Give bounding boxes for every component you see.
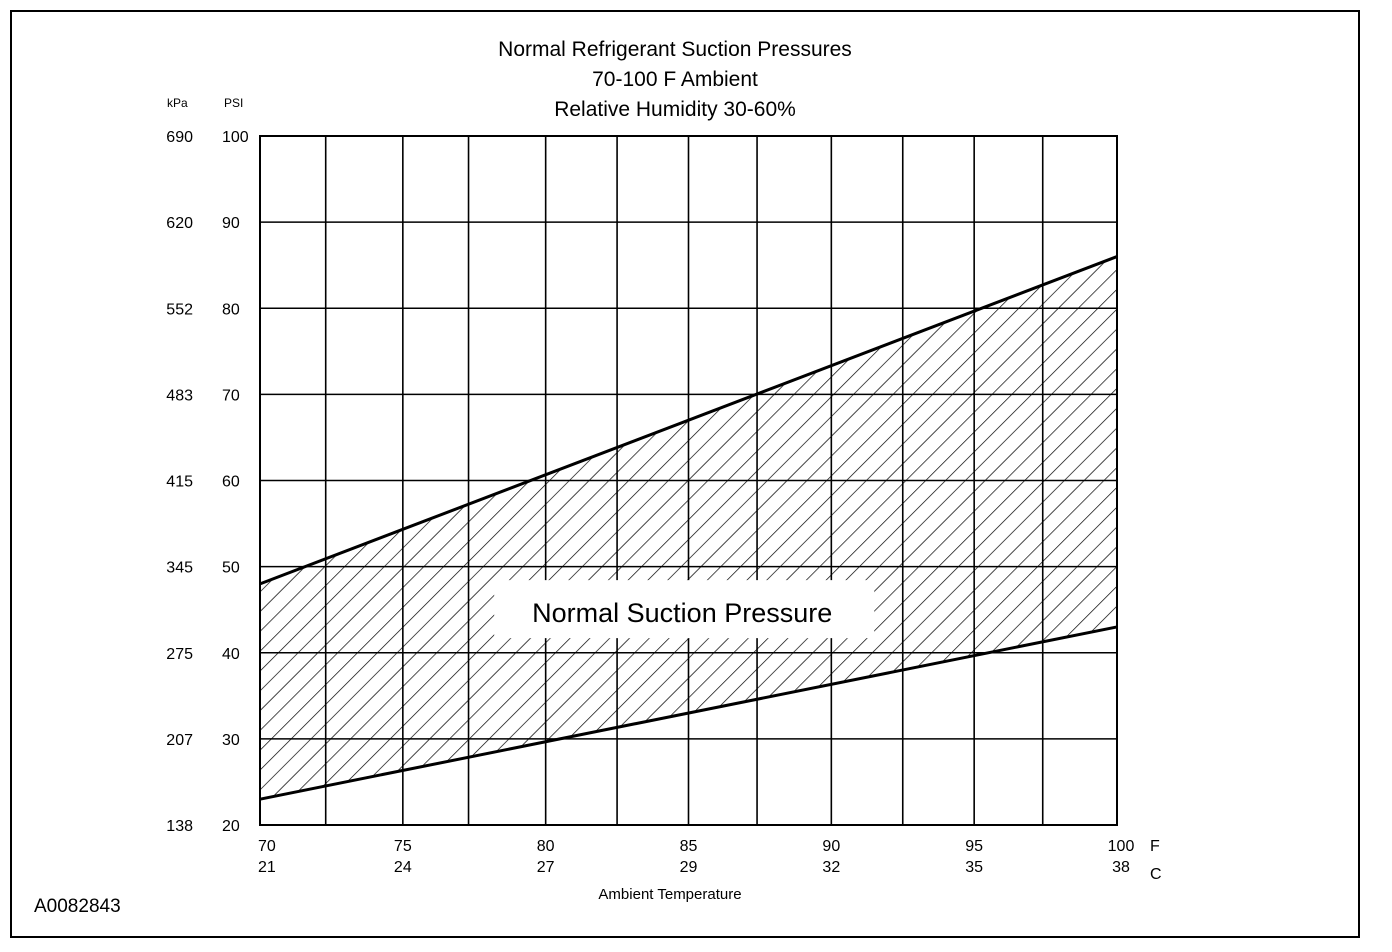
y-unit-kpa: kPa	[167, 96, 188, 110]
x-tick-f: 95	[965, 838, 983, 855]
band-upper-boundary	[259, 255, 1118, 586]
x-tick-c: 38	[1112, 859, 1130, 876]
band-label: Normal Suction Pressure	[532, 598, 832, 628]
y-tick-kpa: 690	[166, 129, 193, 146]
band-label-background	[494, 580, 875, 639]
y-tick-psi: 40	[222, 646, 240, 663]
x-tick-c: 29	[680, 859, 698, 876]
figure-reference-code: A0082843	[34, 896, 121, 917]
x-tick-f: 100	[1108, 838, 1135, 855]
y-tick-kpa: 552	[166, 301, 193, 318]
x-tick-c: 35	[965, 859, 983, 876]
y-tick-kpa: 345	[166, 560, 193, 577]
y-tick-psi: 30	[222, 732, 240, 749]
y-tick-kpa: 620	[166, 215, 193, 232]
x-tick-f: 80	[537, 838, 555, 855]
x-tick-c: 32	[822, 859, 840, 876]
x-unit-c: C	[1150, 866, 1162, 883]
x-tick-f: 75	[394, 838, 412, 855]
y-tick-psi: 70	[222, 387, 240, 404]
x-axis-title: Ambient Temperature	[598, 886, 742, 903]
y-unit-psi: PSI	[224, 96, 243, 110]
chart-title-line-3: Relative Humidity 30-60%	[554, 98, 796, 121]
x-tick-c: 27	[537, 859, 555, 876]
chart-title-line-1: Normal Refrigerant Suction Pressures	[498, 38, 852, 61]
x-tick-f: 70	[258, 838, 276, 855]
x-tick-f: 85	[680, 838, 698, 855]
y-tick-kpa: 275	[166, 646, 193, 663]
band-lower-boundary	[259, 625, 1118, 801]
x-unit-f: F	[1150, 838, 1160, 855]
y-tick-psi: 50	[222, 560, 240, 577]
x-tick-c: 21	[258, 859, 276, 876]
x-tick-f: 90	[822, 838, 840, 855]
y-tick-kpa: 207	[166, 732, 193, 749]
y-tick-psi: 90	[222, 215, 240, 232]
y-tick-kpa: 483	[166, 387, 193, 404]
chart-title-line-2: 70-100 F Ambient	[592, 68, 758, 91]
y-tick-psi: 80	[222, 301, 240, 318]
figure-frame	[10, 10, 1360, 938]
x-tick-c: 24	[394, 859, 412, 876]
y-tick-psi: 100	[222, 129, 249, 146]
y-tick-kpa: 138	[166, 818, 193, 835]
y-tick-psi: 60	[222, 474, 240, 491]
y-tick-psi: 20	[222, 818, 240, 835]
y-tick-kpa: 415	[166, 474, 193, 491]
normal-band-area	[260, 256, 1117, 800]
